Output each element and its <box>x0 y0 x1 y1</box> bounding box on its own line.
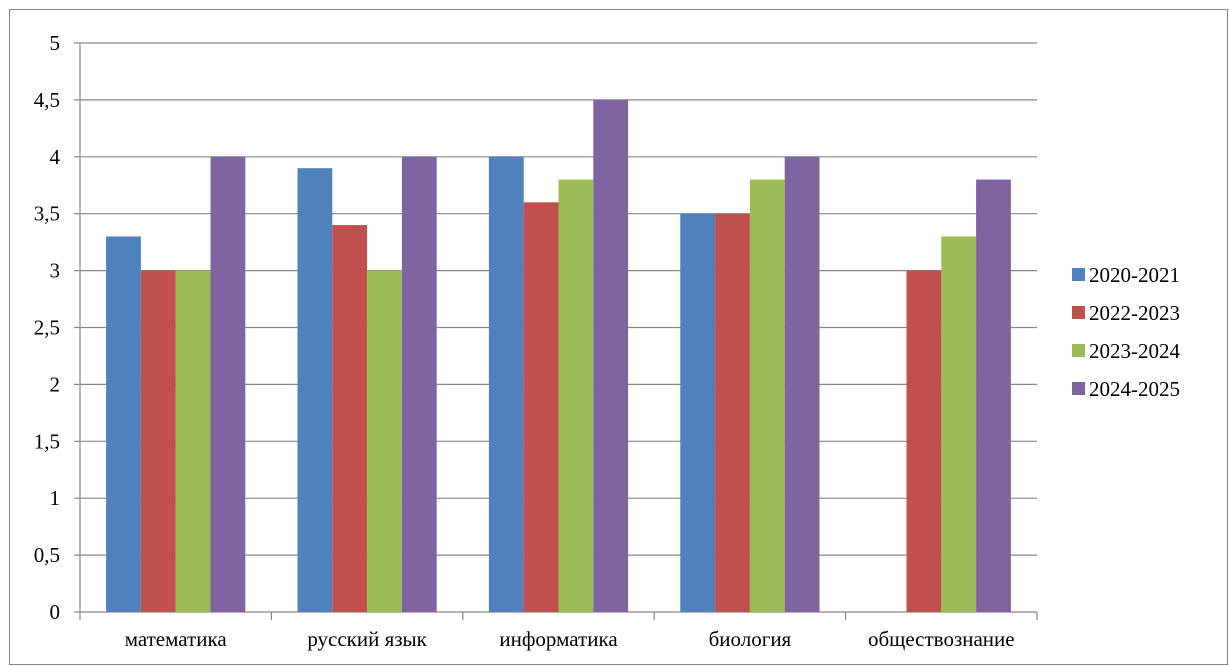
y-tick-label: 5 <box>50 31 61 55</box>
bar-3-1 <box>715 213 750 612</box>
y-tick-label: 3 <box>50 259 61 283</box>
legend-swatch <box>1072 268 1085 281</box>
x-tick-label: математика <box>125 627 228 651</box>
y-tick-label: 2 <box>50 372 61 396</box>
bar-2-1 <box>523 202 559 612</box>
y-tick-label: 3,5 <box>34 202 60 226</box>
bar-1-1 <box>332 225 368 612</box>
bar-0-0 <box>106 236 141 612</box>
y-tick-label: 1,5 <box>34 429 60 453</box>
legend-swatch <box>1072 382 1085 395</box>
legend-label: 2023-2024 <box>1089 339 1180 363</box>
x-tick-label: русский язык <box>307 627 427 651</box>
bar-2-3 <box>593 99 629 612</box>
bar-4-1 <box>906 270 942 612</box>
y-tick-label: 4 <box>50 145 61 169</box>
bar-4-2 <box>941 236 977 612</box>
legend-label: 2024-2025 <box>1089 377 1180 401</box>
bar-0-1 <box>140 270 176 612</box>
x-tick-label: биология <box>709 627 792 651</box>
y-tick-label: 0 <box>50 600 61 624</box>
bar-2-0 <box>488 156 524 613</box>
bar-3-0 <box>680 213 716 612</box>
legend-swatch <box>1072 344 1085 357</box>
bar-3-2 <box>749 179 785 612</box>
legend-swatch <box>1072 306 1085 319</box>
bar-2-2 <box>558 179 594 612</box>
legend-label: 2020-2021 <box>1089 263 1180 287</box>
y-tick-label: 2,5 <box>34 316 60 340</box>
bar-1-2 <box>367 270 402 612</box>
bar-1-0 <box>297 168 333 612</box>
y-tick-label: 1 <box>50 486 61 510</box>
y-tick-label: 0,5 <box>34 543 60 567</box>
bar-3-3 <box>784 156 820 613</box>
bar-4-3 <box>976 179 1011 612</box>
bar-1-3 <box>401 156 437 613</box>
legend-label: 2022-2023 <box>1089 301 1180 325</box>
x-tick-label: обществознание <box>868 627 1015 651</box>
bar-0-3 <box>210 156 246 613</box>
y-tick-label: 4,5 <box>34 88 60 112</box>
bar-0-2 <box>175 270 211 612</box>
x-tick-label: информатика <box>499 627 618 651</box>
